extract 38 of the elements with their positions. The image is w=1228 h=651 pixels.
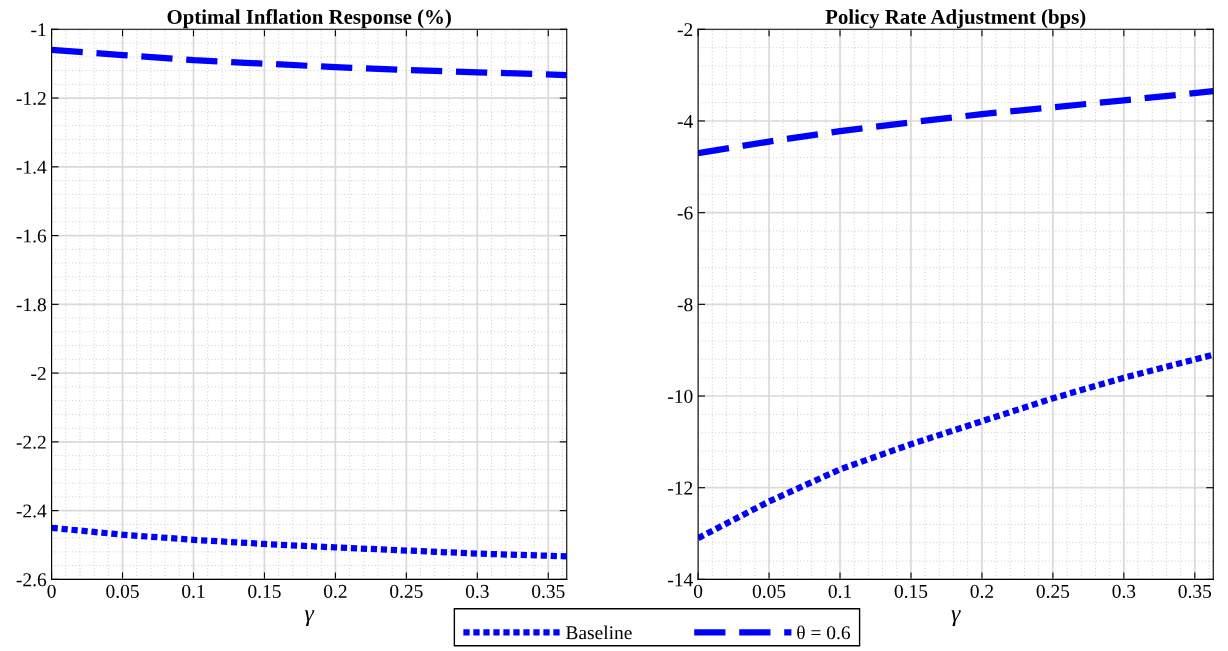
x-tick-label: 0.3 xyxy=(1112,584,1136,599)
x-tick-label: 0.2 xyxy=(324,584,347,599)
y-tick-label: -1 xyxy=(31,23,46,37)
x-tick-label: 0.25 xyxy=(390,584,423,599)
y-tick-label: -2 xyxy=(31,366,46,380)
chart-title: Policy Rate Adjustment (bps) xyxy=(825,9,1086,29)
x-tick-label: 0.05 xyxy=(106,584,139,599)
x-tick-label: 0.2 xyxy=(970,584,994,599)
x-tick-label: 0.35 xyxy=(1178,584,1212,599)
y-tick-label: -8 xyxy=(677,298,693,312)
y-tick-label: -2.4 xyxy=(16,504,47,518)
x-tick-label: 0.15 xyxy=(248,584,281,599)
x-tick-label: 0.1 xyxy=(182,584,205,599)
chart-title: Optimal Inflation Response (%) xyxy=(167,9,451,29)
x-axis-title: γ xyxy=(304,610,315,627)
y-tick-label: -1.6 xyxy=(16,229,47,243)
y-tick-label: -1.4 xyxy=(16,160,47,174)
text: Baseline xyxy=(566,625,632,640)
y-tick-label: -6 xyxy=(677,206,693,220)
x-tick-label: 0.1 xyxy=(828,584,852,599)
x-tick-label: 0.15 xyxy=(894,584,928,599)
x-tick-label: 0.35 xyxy=(532,584,565,599)
y-tick-label: -4 xyxy=(677,114,693,128)
y-tick-label: -2.2 xyxy=(16,435,46,449)
x-tick-label: 0 xyxy=(693,584,703,598)
y-tick-label: -10 xyxy=(668,389,693,403)
x-tick-label: 0.05 xyxy=(752,584,786,599)
y-tick-label: -2.6 xyxy=(16,573,47,587)
x-axis-title: γ xyxy=(951,610,961,627)
text: θ = 0.6 xyxy=(797,625,851,640)
y-tick-label: -2 xyxy=(677,23,693,37)
y-tick-label: -14 xyxy=(668,573,693,587)
y-tick-label: -1.2 xyxy=(16,91,46,106)
y-tick-label: -12 xyxy=(668,481,693,495)
y-tick-label: -1.8 xyxy=(16,298,46,312)
x-tick-label: 0.3 xyxy=(465,584,489,599)
x-tick-label: 0.25 xyxy=(1036,584,1070,599)
x-tick-label: 0 xyxy=(47,584,56,598)
